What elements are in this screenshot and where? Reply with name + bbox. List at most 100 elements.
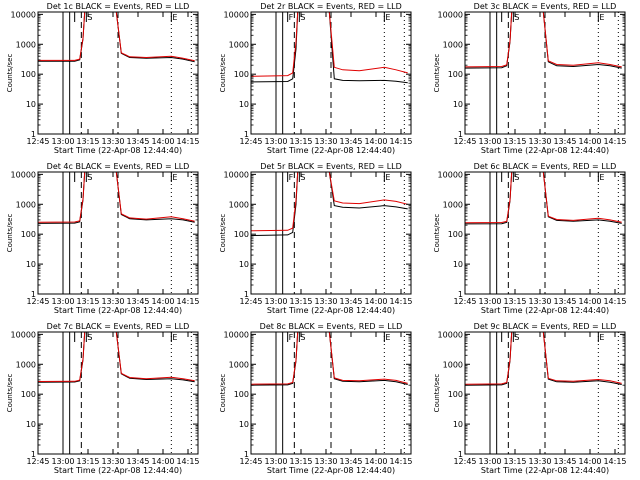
- x-tick-label: 13:30: [314, 457, 337, 466]
- series-line-lld: [37, 331, 195, 382]
- x-axis-label: Start Time (22-Apr-08 12:44:40): [54, 146, 182, 155]
- panel-title: Det 5r BLACK = Events, RED = LLD: [260, 162, 402, 171]
- x-tick-label: 14:00: [364, 297, 387, 306]
- flag-marker-label: S: [514, 173, 519, 182]
- x-tick-label: 13:30: [101, 457, 124, 466]
- x-tick-label: 13:00: [264, 297, 287, 306]
- flag-marker-label: E: [172, 333, 177, 342]
- y-tick-label: 100: [21, 230, 36, 239]
- y-axis-label: Counts/sec: [6, 54, 14, 93]
- panel-title: Det 8c BLACK = Events, RED = LLD: [260, 322, 403, 331]
- y-tick-label: 1000: [443, 40, 463, 49]
- x-tick-label: 14:15: [389, 137, 412, 146]
- flag-marker-label: E: [172, 173, 177, 182]
- y-tick-label: 10000: [438, 170, 463, 179]
- x-tick-label: 14:00: [578, 457, 601, 466]
- y-tick-label: 10000: [11, 170, 36, 179]
- x-axis-label: Start Time (22-Apr-08 12:44:40): [54, 306, 182, 315]
- x-tick-label: 13:00: [478, 137, 501, 146]
- panel-det-7: Det 7c BLACK = Events, RED = LLD S E 1 10 100…: [6, 322, 200, 475]
- y-axis-label: Counts/sec: [6, 214, 14, 253]
- x-tick-label: 14:00: [364, 457, 387, 466]
- plot-frame: [250, 11, 412, 135]
- y-tick-label: 10: [239, 260, 249, 269]
- flag-marker-label: S: [514, 333, 519, 342]
- y-tick-label: 1: [458, 290, 463, 299]
- y-tick-label: 100: [448, 230, 463, 239]
- x-tick-label: 13:00: [51, 297, 74, 306]
- flag-marker-label: E: [385, 13, 390, 22]
- y-tick-label: 10: [239, 100, 249, 109]
- series-line-lld: [464, 171, 622, 224]
- y-axis-label: Counts/sec: [219, 214, 227, 253]
- x-tick-label: 13:00: [264, 137, 287, 146]
- panel-title: Det 6c BLACK = Events, RED = LLD: [474, 162, 617, 171]
- panel-title: Det 4c BLACK = Events, RED = LLD: [47, 162, 190, 171]
- x-tick-label: 13:15: [76, 297, 99, 306]
- x-tick-label: 12:45: [26, 137, 49, 146]
- y-tick-label: 1: [31, 290, 36, 299]
- x-tick-label: 12:45: [453, 297, 476, 306]
- y-tick-label: 10: [26, 100, 36, 109]
- flag-marker-label: E: [172, 13, 177, 22]
- panel-det-8: Det 8c BLACK = Events, RED = LLD F S E 1 10 10…: [219, 322, 413, 475]
- y-tick-label: 1: [458, 450, 463, 459]
- y-tick-label: 1000: [229, 360, 249, 369]
- x-tick-label: 13:15: [503, 137, 526, 146]
- y-axis-label: Counts/sec: [6, 374, 14, 413]
- panel-det-5: Det 5r BLACK = Events, RED = LLD F S E 1 10 10…: [219, 162, 413, 315]
- x-tick-label: 13:45: [553, 137, 576, 146]
- x-tick-label: 12:45: [26, 457, 49, 466]
- plot-frame: [250, 331, 412, 455]
- x-tick-label: 13:30: [314, 297, 337, 306]
- y-tick-label: 1000: [229, 40, 249, 49]
- x-tick-label: 13:30: [314, 137, 337, 146]
- flag-marker-label: S: [514, 13, 519, 22]
- y-axis-label: Counts/sec: [433, 214, 441, 253]
- x-tick-label: 13:00: [51, 457, 74, 466]
- x-tick-label: 14:15: [603, 457, 626, 466]
- y-tick-label: 10: [26, 420, 36, 429]
- x-tick-label: 13:30: [101, 297, 124, 306]
- panel-det-3: Det 3c BLACK = Events, RED = LLD S E 1 10 100…: [433, 2, 627, 155]
- x-axis-label: Start Time (22-Apr-08 12:44:40): [54, 466, 182, 475]
- panel-det-4: Det 4c BLACK = Events, RED = LLD S E 1 10 100…: [6, 162, 200, 315]
- flag-marker-label: S: [87, 173, 92, 182]
- y-tick-label: 1: [244, 290, 249, 299]
- x-tick-label: 14:15: [176, 137, 199, 146]
- y-tick-label: 10: [453, 260, 463, 269]
- x-tick-label: 13:15: [76, 137, 99, 146]
- plot-frame: [464, 11, 626, 135]
- x-tick-label: 13:30: [528, 457, 551, 466]
- y-tick-label: 10: [239, 420, 249, 429]
- y-tick-label: 1: [244, 450, 249, 459]
- panel-title: Det 3c BLACK = Events, RED = LLD: [474, 2, 617, 11]
- y-tick-label: 1: [458, 130, 463, 139]
- x-tick-label: 13:45: [339, 297, 362, 306]
- y-tick-label: 10: [453, 100, 463, 109]
- x-tick-label: 13:00: [478, 457, 501, 466]
- x-tick-label: 13:45: [553, 297, 576, 306]
- x-tick-label: 13:45: [339, 457, 362, 466]
- x-tick-label: 13:45: [339, 137, 362, 146]
- x-tick-label: 13:15: [289, 297, 312, 306]
- x-tick-label: 14:00: [578, 137, 601, 146]
- y-tick-label: 10000: [438, 10, 463, 19]
- flag-marker-label: F: [289, 173, 294, 182]
- y-axis-label: Counts/sec: [219, 374, 227, 413]
- y-tick-label: 1: [244, 130, 249, 139]
- x-tick-label: 13:15: [503, 297, 526, 306]
- flag-marker-label: S: [300, 13, 305, 22]
- plot-frame: [464, 331, 626, 455]
- x-tick-label: 12:45: [453, 137, 476, 146]
- flag-marker-label: S: [300, 173, 305, 182]
- y-tick-label: 10000: [224, 10, 249, 19]
- series-line-lld: [38, 11, 195, 62]
- y-tick-label: 100: [21, 70, 36, 79]
- y-tick-label: 1000: [16, 200, 36, 209]
- x-tick-label: 13:45: [126, 297, 149, 306]
- y-tick-label: 10000: [11, 10, 36, 19]
- y-tick-label: 10000: [224, 330, 249, 339]
- flag-marker-label: S: [300, 333, 305, 342]
- series-line-lld: [250, 171, 408, 232]
